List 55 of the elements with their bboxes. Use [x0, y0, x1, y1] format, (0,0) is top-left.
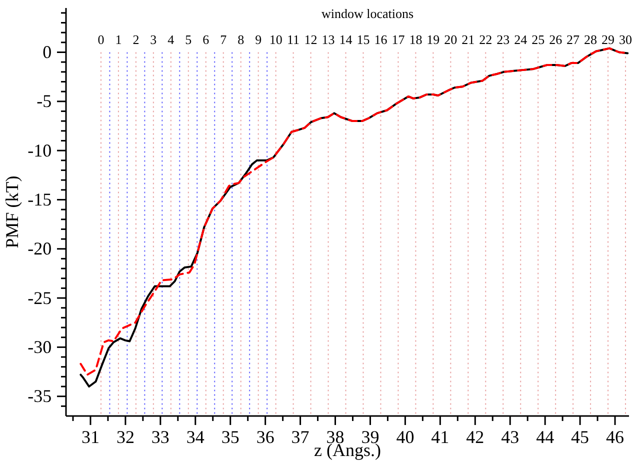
x2-tick-label: 23 — [496, 32, 510, 47]
x2-tick-label: 24 — [514, 32, 528, 47]
x2-tick-label: 30 — [619, 32, 632, 47]
y-tick-label: -5 — [36, 91, 52, 112]
y-tick-label: -25 — [28, 288, 52, 308]
x2-tick-label: 18 — [409, 32, 422, 47]
y-axis-title: PMF (kT) — [2, 176, 22, 248]
x2-tick-label: 10 — [269, 32, 282, 47]
x2-tick-label: 5 — [185, 32, 192, 47]
x2-tick-label: 12 — [304, 32, 318, 47]
x2-tick-label: 16 — [374, 32, 388, 47]
x-tick-label: 43 — [501, 427, 520, 447]
x-tick-label: 45 — [571, 427, 590, 447]
x2-tick-label: 19 — [426, 32, 440, 47]
y-tick-label: -15 — [28, 189, 52, 210]
x2-tick-label: 28 — [584, 32, 598, 47]
x2-tick-label: 17 — [392, 32, 406, 47]
x-tick-label: 36 — [256, 427, 274, 447]
x2-tick-label: 8 — [238, 32, 244, 47]
x-tick-label: 33 — [151, 427, 170, 447]
x2-tick-label: 11 — [287, 32, 300, 47]
x2-tick-label: 27 — [566, 32, 580, 47]
x-tick-label: 40 — [396, 427, 414, 447]
x-tick-label: 31 — [81, 427, 100, 447]
x-tick-label: 46 — [606, 427, 624, 447]
x2-tick-label: 13 — [322, 32, 335, 47]
x2-tick-label: 25 — [532, 32, 545, 47]
x2-tick-label: 9 — [255, 32, 262, 47]
x2-tick-label: 0 — [98, 32, 104, 47]
y-tick-label: -30 — [28, 336, 52, 357]
x2-tick-label: 7 — [220, 32, 228, 47]
y-tick-label: -20 — [28, 238, 52, 259]
y-tick-label: 0 — [42, 42, 52, 62]
x-tick-label: 42 — [466, 427, 484, 447]
y-tick-label: -10 — [28, 140, 52, 160]
x2-tick-label: 15 — [356, 32, 370, 47]
x2-tick-label: 1 — [115, 32, 122, 47]
x2-tick-label: 20 — [444, 32, 458, 47]
x2-tick-label: 14 — [339, 32, 353, 47]
x2-tick-label: 3 — [150, 32, 157, 47]
x-tick-label: 35 — [221, 427, 240, 447]
x2-tick-label: 22 — [479, 32, 492, 47]
x2-axis-title: window locations — [321, 6, 414, 21]
x2-tick-label: 21 — [462, 32, 475, 47]
x-tick-label: 41 — [431, 427, 450, 447]
x-tick-label: 34 — [186, 427, 204, 447]
x2-tick-label: 6 — [202, 32, 210, 47]
x-tick-label: 44 — [536, 427, 554, 447]
x-tick-label: 37 — [291, 427, 310, 447]
x-tick-label: 32 — [116, 427, 134, 447]
x2-tick-label: 29 — [602, 32, 615, 47]
x2-tick-label: 2 — [132, 32, 140, 47]
x2-tick-label: 26 — [549, 32, 563, 47]
x2-tick-label: 4 — [168, 32, 175, 47]
y-tick-label: -35 — [28, 386, 52, 406]
